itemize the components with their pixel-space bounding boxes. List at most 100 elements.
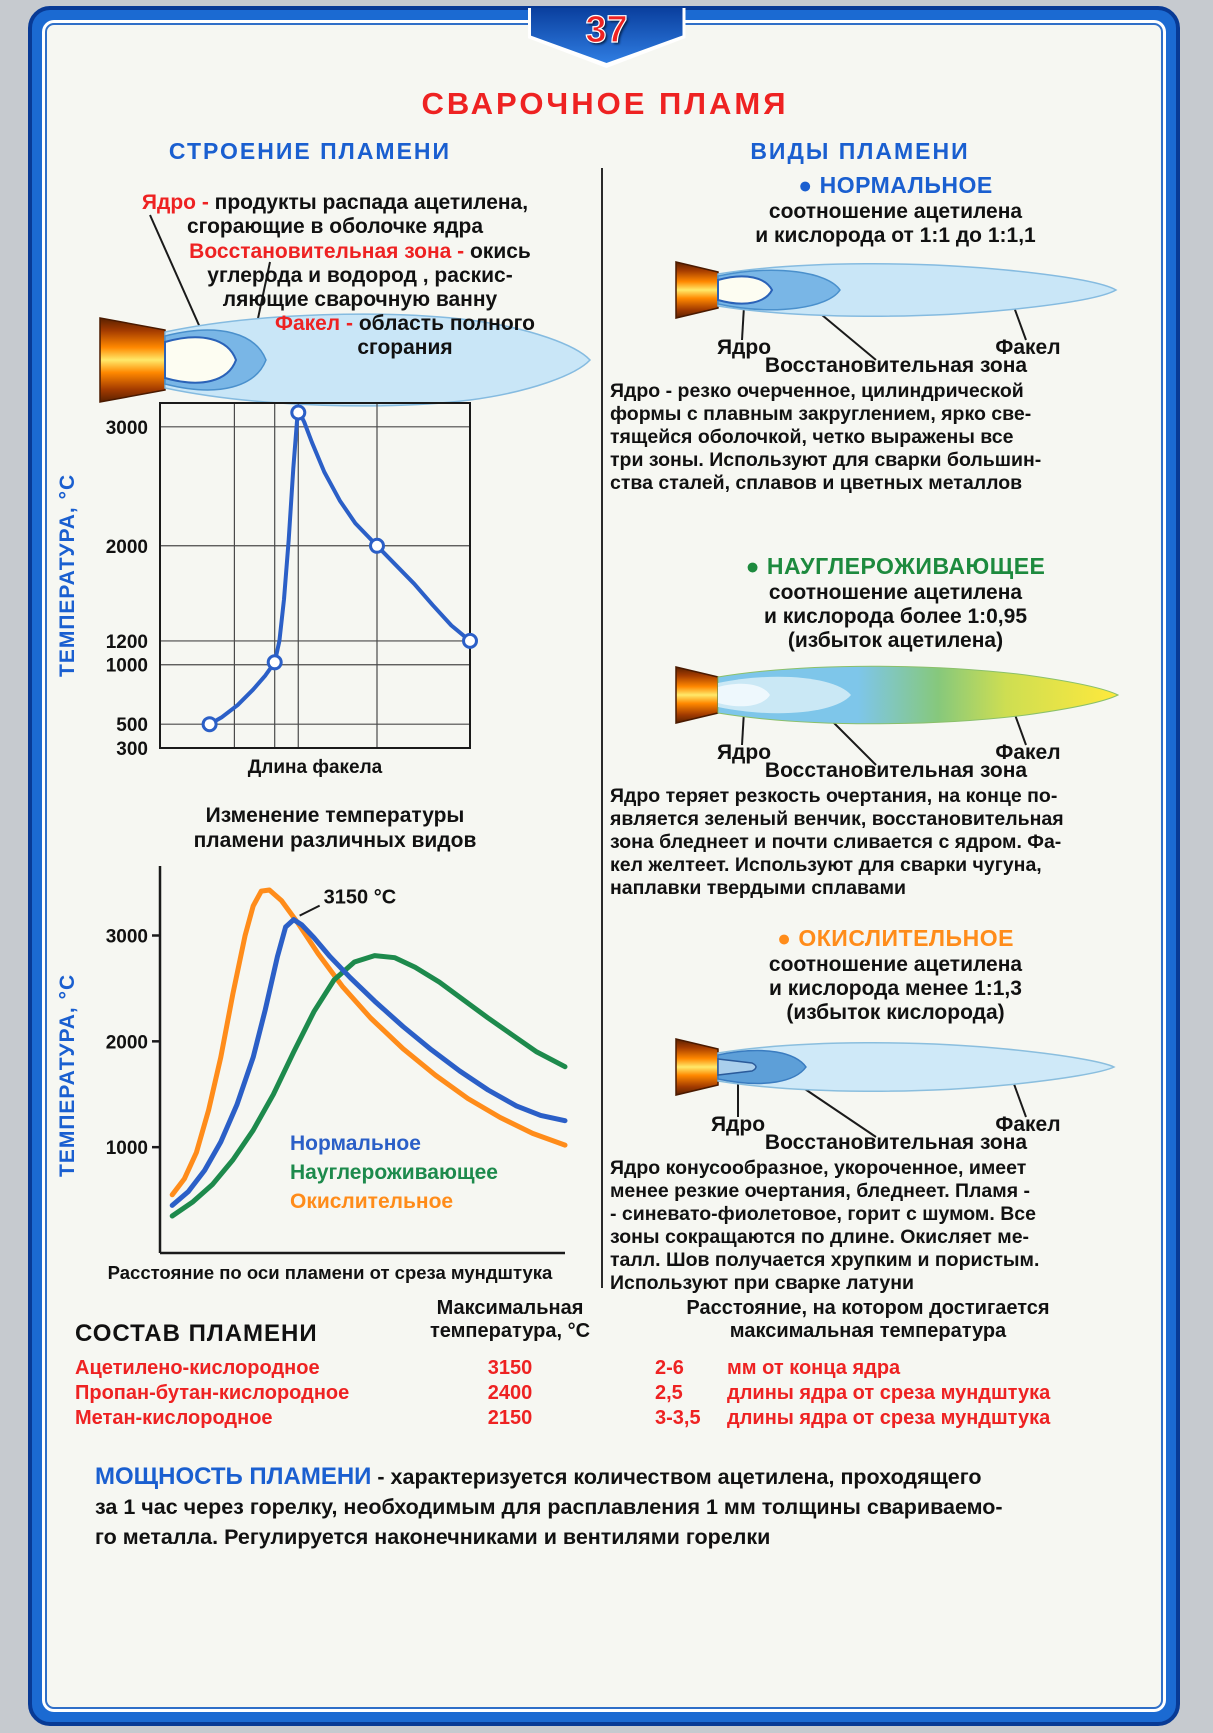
torch-definition: область полного сгорания	[357, 312, 535, 359]
composition-row: Ацетилено-кислородное 3150 2-6 мм от кон…	[75, 1357, 1135, 1381]
flame-type-section-normal: ● НОРМАЛЬНОЕ соотношение ацетилена и кис…	[608, 172, 1183, 495]
torch-label: Факел	[995, 336, 1060, 359]
flame-type-section-oxidizing: ● ОКИСЛИТЕЛЬНОЕ соотношение ацетилена и …	[608, 925, 1183, 1295]
chart1-x-axis-label: Длина факела	[247, 757, 383, 778]
torch-callout: Факел - область полного сгорания	[235, 288, 575, 360]
mixture-distance-unit: мм от конца ядра	[727, 1357, 901, 1379]
bullet-icon: ●	[745, 553, 761, 579]
plate-number: 37	[585, 8, 628, 51]
svg-text:Нормальное: Нормальное	[290, 1132, 421, 1155]
flame-reduction-zone	[716, 1049, 807, 1085]
svg-text:3000: 3000	[106, 927, 148, 948]
torch-nozzle	[99, 317, 166, 403]
chart2-y-axis-label: ТЕМПЕРАТУРА, °С	[56, 973, 79, 1177]
svg-text:1000: 1000	[106, 656, 148, 677]
flame-core	[716, 1058, 757, 1076]
mixture-distance-value: 2-6	[655, 1357, 684, 1379]
svg-text:300: 300	[116, 739, 148, 760]
flame-power-term: МОЩНОСТЬ ПЛАМЕНИ	[95, 1463, 372, 1490]
flame-oxidizing-figure: Ядро Факел Восстановительная зона	[674, 1038, 1116, 1151]
flame-type-section-carburizing: ● НАУГЛЕРОЖИВАЮЩЕЕ соотношение ацетилена…	[608, 553, 1183, 900]
zone-definition: окись углерода и водород , раскис- ляющи…	[207, 240, 531, 311]
composition-heading: СОСТАВ ПЛАМЕНИ	[75, 1320, 318, 1347]
flame-type-ratio: соотношение ацетилена и кислорода от 1:1…	[755, 200, 1036, 247]
flame-type-ratio: соотношение ацетилена и кислорода более …	[763, 581, 1028, 652]
zone-label: Восстановительная зона	[764, 759, 1026, 779]
bullet-icon: ●	[798, 172, 813, 198]
torch-nozzle	[674, 666, 719, 724]
mixture-name: Ацетилено-кислородное	[75, 1357, 320, 1379]
flame-type-ratio: соотношение ацетилена и кислорода менее …	[768, 953, 1023, 1024]
svg-text:500: 500	[116, 715, 148, 736]
mixture-distance-value: 3-3,5	[655, 1407, 701, 1429]
svg-text:Окислительное: Окислительное	[290, 1190, 453, 1213]
flame-normal-figure: Ядро Факел Восстановительная зона	[674, 261, 1117, 374]
zone-term: Восстановительная зона -	[189, 240, 470, 263]
types-heading: ВИДЫ ПЛАМЕНИ	[750, 138, 970, 164]
chart2-title: Изменение температуры пламени различных …	[193, 804, 477, 852]
flame-power-text: - характеризуется количеством ацетилена,…	[95, 1465, 1003, 1549]
svg-text:2000: 2000	[106, 537, 148, 558]
mixture-distance-unit: длины ядра от среза мундштука	[727, 1382, 1051, 1404]
mixture-max-temperature: 3150	[487, 1357, 533, 1379]
torch-term: Факел -	[275, 312, 359, 335]
flame-power-paragraph: МОЩНОСТЬ ПЛАМЕНИ - характеризуется колич…	[95, 1432, 1125, 1552]
bullet-icon: ●	[777, 925, 792, 951]
flame-types-column: ● НОРМАЛЬНОЕ соотношение ацетилена и кис…	[608, 158, 1183, 1295]
core-label: Ядро	[710, 1113, 764, 1136]
torch-nozzle	[674, 261, 719, 319]
flame-type-name: НОРМАЛЬНОЕ	[819, 172, 993, 198]
page-title: СВАРОЧНОЕ ПЛАМЯ	[421, 86, 789, 121]
composition-col-distance: Расстояние, на котором достигается макси…	[686, 1297, 1050, 1342]
torch-leader-line	[1012, 711, 1027, 746]
flame-outer-torch-zone	[164, 313, 592, 407]
mixture-name: Метан-кислородное	[75, 1407, 273, 1429]
torch-leader-line	[1012, 1083, 1027, 1118]
core-leader-line	[740, 305, 745, 341]
core-definition: продукты распада ацетилена, сгорающие в …	[186, 191, 529, 238]
zone-label: Восстановительная зона	[764, 354, 1026, 374]
flame-core	[164, 336, 238, 384]
core-term: Ядро -	[141, 191, 215, 214]
mixture-max-temperature: 2400	[487, 1382, 533, 1404]
zone-leader-line	[794, 1082, 877, 1138]
flame-type-title-0: ● НОРМАЛЬНОЕ	[608, 172, 1183, 198]
flame-carburizing-figure: Ядро Факел Восстановительная зона	[674, 665, 1119, 779]
core-callout: Ядро - продукты распада ацетилена, сгора…	[105, 167, 565, 239]
structure-heading: СТРОЕНИЕ ПЛАМЕНИ	[168, 138, 452, 164]
flame-outer-torch-zone	[716, 1042, 1116, 1092]
flame-type-title-1: ● НАУГЛЕРОЖИВАЮЩЕЕ	[608, 553, 1183, 579]
flame-type-name: НАУГЛЕРОЖИВАЮЩЕЕ	[766, 553, 1046, 579]
flame-type-description: Ядро конусообразное, укороченное, имеет …	[610, 1157, 1040, 1294]
mixture-max-temperature: 2150	[487, 1407, 533, 1429]
core-label: Ядро	[716, 336, 770, 359]
torch-leader-line	[1012, 306, 1027, 341]
zone-label: Восстановительная зона	[764, 1131, 1026, 1151]
chart1-y-axis-label: ТЕМПЕРАТУРА, °С	[56, 473, 79, 677]
composition-row: Пропан-бутан-кислородное 2400 2,5 длины …	[75, 1382, 1135, 1406]
mixture-name: Пропан-бутан-кислородное	[75, 1382, 350, 1404]
mixture-distance-unit: длины ядра от среза мундштука	[727, 1407, 1051, 1429]
flame-types-temperature-chart: 3000 2000 1000 3150 °С Нормальное Науглерожив…	[106, 866, 568, 1255]
torch-label: Факел	[995, 1113, 1060, 1136]
svg-text:3000: 3000	[106, 418, 148, 439]
mixture-distance-value: 2,5	[655, 1382, 683, 1404]
composition-row: Метан-кислородное 2150 3-3,5 длины ядра …	[75, 1407, 1135, 1431]
svg-text:2000: 2000	[106, 1032, 148, 1053]
flame-type-description: Ядро - резко очерченное, цилиндрической …	[610, 380, 1042, 494]
torch-nozzle	[674, 1038, 719, 1096]
svg-text:1000: 1000	[106, 1138, 148, 1159]
zone-callout: Восстановительная зона - окись углерода …	[140, 216, 580, 312]
flame-type-name: ОКИСЛИТЕЛЬНОЕ	[798, 925, 1014, 951]
flame-core	[717, 683, 770, 707]
svg-text:3150 °С: 3150 °С	[324, 887, 397, 909]
zone-leader-line	[814, 309, 877, 361]
temperature-length-chart: 3000 2000 1200 1000 500 300	[106, 402, 478, 760]
svg-text:Науглероживающее: Науглероживающее	[290, 1161, 498, 1184]
torch-label: Факел	[995, 741, 1060, 764]
flame-type-title-2: ● ОКИСЛИТЕЛЬНОЕ	[608, 925, 1183, 951]
flame-type-description: Ядро теряет резкость очертания, на конце…	[610, 785, 1064, 899]
chart2-x-axis-label: Расстояние по оси пламени от среза мундш…	[107, 1262, 553, 1283]
core-label: Ядро	[716, 741, 770, 764]
